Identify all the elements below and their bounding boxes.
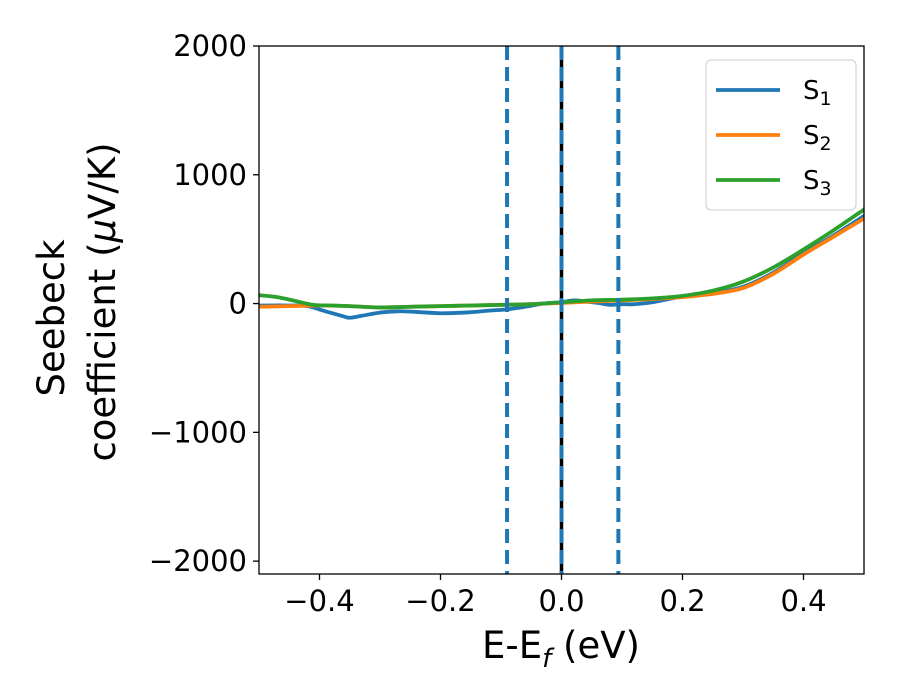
x-tick-label: −0.4	[284, 584, 354, 618]
x-axis: −0.4 −0.2 0.0 0.2 0.4	[284, 574, 827, 618]
legend-label-s1: S1	[803, 76, 832, 110]
plot-area	[259, 46, 864, 574]
y-axis-title: Seebeck coefficient (μV/K)	[30, 142, 124, 461]
y-axis: −2000 −1000 0 1000 2000	[149, 29, 259, 578]
y-tick-label: 0	[229, 287, 247, 321]
x-axis-title: E-Ef (eV)	[482, 624, 640, 674]
legend-label-s2: S2	[803, 121, 832, 155]
y-tick-label: 1000	[173, 158, 247, 192]
y-axis-title-prefix: coefficient (	[81, 242, 124, 461]
x-axis-title-unit: (eV)	[551, 624, 640, 667]
y-axis-title-suffix: V/K)	[81, 142, 124, 218]
x-tick-label: −0.2	[405, 584, 475, 618]
plot-content	[259, 46, 864, 574]
x-tick-label: 0.2	[659, 584, 705, 618]
legend-box	[705, 59, 857, 211]
x-tick-label: 0.0	[538, 584, 584, 618]
legend-label-s3: S3	[803, 166, 832, 200]
y-tick-label: −2000	[149, 544, 247, 578]
y-axis-title-line1: Seebeck	[30, 239, 73, 397]
y-tick-label: −1000	[149, 415, 247, 449]
legend: S1 S2 S3	[705, 59, 857, 211]
y-tick-label: 2000	[173, 29, 247, 63]
y-axis-title-line2: coefficient (μV/K)	[81, 142, 124, 461]
y-axis-title-mu: μ	[81, 219, 124, 244]
series-line-s3	[259, 207, 864, 310]
x-tick-label: 0.4	[780, 584, 826, 618]
x-axis-title-main: E-E	[482, 624, 542, 667]
